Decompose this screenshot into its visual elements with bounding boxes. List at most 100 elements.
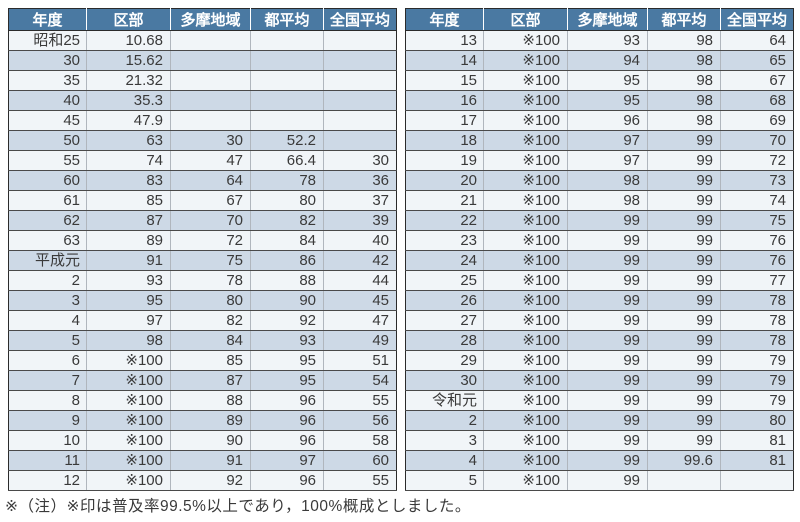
value-cell: 64 <box>720 30 794 51</box>
table-row: 61 85 67 80 37 <box>8 190 397 211</box>
value-cell: 99 <box>567 230 648 251</box>
value-cell: ※100 <box>86 450 171 471</box>
table-row: 9 ※100 89 96 56 <box>8 410 397 431</box>
value-cell <box>170 110 251 131</box>
value-cell: 37 <box>323 190 397 211</box>
year-cell: 昭和25 <box>8 30 87 51</box>
header-row: 年度 区部 多摩地域 都平均 全国平均 <box>405 8 794 31</box>
table-row: 26 ※100 99 99 78 <box>405 290 794 311</box>
value-cell: 78 <box>250 170 324 191</box>
value-cell: ※100 <box>483 90 568 111</box>
table-row: 19 ※100 97 99 72 <box>405 150 794 171</box>
value-cell: 99 <box>567 250 648 271</box>
value-cell: 99 <box>567 270 648 291</box>
year-cell: 50 <box>8 130 87 151</box>
value-cell: ※100 <box>483 290 568 311</box>
value-cell: 76 <box>720 250 794 271</box>
value-cell: ※100 <box>86 470 171 491</box>
value-cell: 86 <box>250 250 324 271</box>
year-cell: 平成元 <box>8 250 87 271</box>
value-cell <box>323 70 397 91</box>
value-cell: ※100 <box>483 50 568 71</box>
year-cell: 3 <box>8 290 87 311</box>
column-header: 多摩地域 <box>567 8 648 31</box>
year-cell: 25 <box>405 270 484 291</box>
table-row: 5 98 84 93 49 <box>8 330 397 351</box>
table-row: 14 ※100 94 98 65 <box>405 50 794 71</box>
year-cell: 55 <box>8 150 87 171</box>
value-cell: ※100 <box>483 390 568 411</box>
value-cell: 97 <box>567 150 648 171</box>
value-cell: 49 <box>323 330 397 351</box>
value-cell: 91 <box>86 250 171 271</box>
value-cell: 55 <box>323 470 397 491</box>
header-row: 年度 区部 多摩地域 都平均 全国平均 <box>8 8 397 31</box>
year-cell: 21 <box>405 190 484 211</box>
value-cell: ※100 <box>483 430 568 451</box>
value-cell: 56 <box>323 410 397 431</box>
value-cell: 40 <box>323 230 397 251</box>
value-cell: ※100 <box>483 470 568 491</box>
year-cell: 28 <box>405 330 484 351</box>
value-cell: ※100 <box>483 330 568 351</box>
year-cell: 24 <box>405 250 484 271</box>
value-cell: 79 <box>720 350 794 371</box>
value-cell: 99 <box>567 450 648 471</box>
value-cell: 42 <box>323 250 397 271</box>
value-cell: ※100 <box>86 430 171 451</box>
table-row: 5 ※100 99 <box>405 470 794 491</box>
year-cell: 令和元 <box>405 390 484 411</box>
value-cell: 64 <box>170 170 251 191</box>
table-row: 28 ※100 99 99 78 <box>405 330 794 351</box>
value-cell: 99.6 <box>647 450 721 471</box>
table-row: 15 ※100 95 98 67 <box>405 70 794 91</box>
value-cell: 98 <box>567 170 648 191</box>
value-cell: 35.3 <box>86 90 171 111</box>
value-cell: 99 <box>647 410 721 431</box>
value-cell <box>250 110 324 131</box>
value-cell: 92 <box>170 470 251 491</box>
table-row: 10 ※100 90 96 58 <box>8 430 397 451</box>
value-cell: 93 <box>86 270 171 291</box>
table-row: 7 ※100 87 95 54 <box>8 370 397 391</box>
value-cell: 98 <box>647 30 721 51</box>
value-cell: 99 <box>647 230 721 251</box>
value-cell: 96 <box>250 430 324 451</box>
table-row: 3 95 80 90 45 <box>8 290 397 311</box>
table-row: 令和元 ※100 99 99 79 <box>405 390 794 411</box>
tables-container: 年度 区部 多摩地域 都平均 全国平均 昭和25 10.68 30 15.62 35 21.32 4… <box>8 8 794 491</box>
table-row: 13 ※100 93 98 64 <box>405 30 794 51</box>
value-cell <box>647 470 721 491</box>
value-cell: 99 <box>567 210 648 231</box>
column-header: 都平均 <box>647 8 721 31</box>
value-cell: 72 <box>720 150 794 171</box>
value-cell: ※100 <box>483 70 568 91</box>
value-cell: 39 <box>323 210 397 231</box>
column-header: 年度 <box>8 8 87 31</box>
value-cell: 80 <box>250 190 324 211</box>
table-row: 30 ※100 99 99 79 <box>405 370 794 391</box>
value-cell: ※100 <box>483 170 568 191</box>
value-cell: ※100 <box>483 410 568 431</box>
value-cell: 21.32 <box>86 70 171 91</box>
value-cell: 15.62 <box>86 50 171 71</box>
value-cell: ※100 <box>483 350 568 371</box>
year-cell: 8 <box>8 390 87 411</box>
value-cell <box>250 90 324 111</box>
table-row: 30 15.62 <box>8 50 397 71</box>
value-cell: 85 <box>86 190 171 211</box>
value-cell: ※100 <box>483 30 568 51</box>
year-cell: 12 <box>8 470 87 491</box>
coverage-table-right: 年度 区部 多摩地域 都平均 全国平均 13 ※100 93 98 64 14 ※100 94 98 65… <box>405 8 794 491</box>
value-cell: 97 <box>567 130 648 151</box>
value-cell <box>720 470 794 491</box>
value-cell: 79 <box>720 390 794 411</box>
coverage-table-left: 年度 区部 多摩地域 都平均 全国平均 昭和25 10.68 30 15.62 35 21.32 4… <box>8 8 397 491</box>
table-row: 40 35.3 <box>8 90 397 111</box>
table-row: 11 ※100 91 97 60 <box>8 450 397 471</box>
table-row: 4 97 82 92 47 <box>8 310 397 331</box>
value-cell: 72 <box>170 230 251 251</box>
value-cell: ※100 <box>483 230 568 251</box>
year-cell: 40 <box>8 90 87 111</box>
value-cell <box>250 50 324 71</box>
